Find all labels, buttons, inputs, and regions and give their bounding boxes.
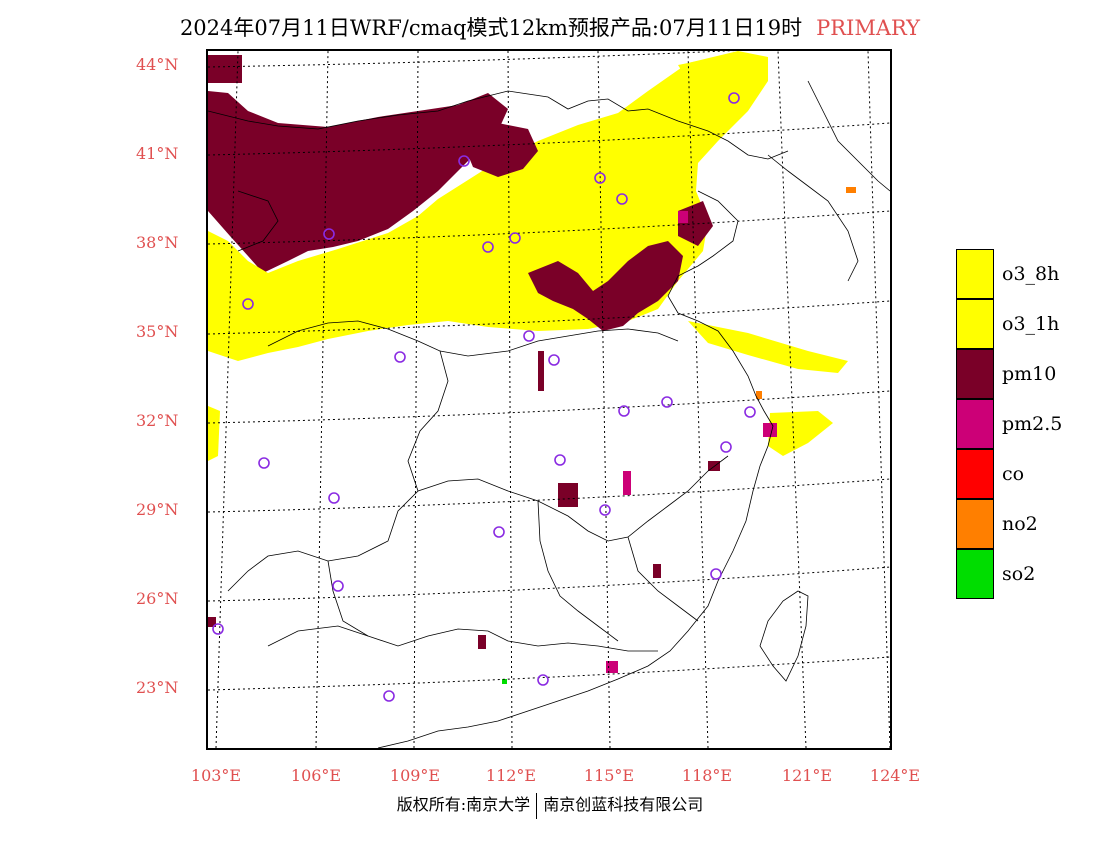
- footer-divider: [536, 792, 538, 819]
- legend-label: pm10: [1002, 363, 1057, 385]
- o3-patch-northeast: [678, 55, 768, 109]
- pm10-patch-nw-corner: [208, 55, 242, 83]
- primary-tag: PRIMARY: [816, 16, 921, 40]
- legend-label: so2: [1002, 563, 1036, 585]
- pm10-spot-4: [478, 635, 486, 649]
- legend-swatch: [956, 449, 994, 499]
- legend-swatch: [956, 399, 994, 449]
- copyright-footer: 版权所有:南京大学 南京创蓝科技有限公司: [0, 791, 1100, 819]
- pm10-cluster-shanxi: [458, 121, 538, 177]
- station-marker: [554, 454, 566, 466]
- station-marker: [661, 396, 673, 408]
- no2-spot-east: [846, 187, 856, 193]
- lon-label-106: 106°E: [290, 766, 342, 785]
- o3-patch-shanghai: [768, 411, 833, 456]
- station-marker: [242, 298, 254, 310]
- pm25-spot-guangdong: [606, 661, 618, 673]
- boundary-lines: [208, 80, 890, 748]
- station-marker: [482, 241, 494, 253]
- lat-label-26: 26°N: [136, 589, 179, 608]
- lat-label-41: 41°N: [136, 144, 179, 163]
- pm10-spot-1: [558, 483, 578, 507]
- o3-patch-southwest: [208, 406, 220, 461]
- legend-swatch: [956, 549, 994, 599]
- copyright-university: 版权所有:南京大学: [396, 795, 531, 814]
- station-marker: [616, 193, 628, 205]
- pm25-spot-shanghai: [763, 423, 777, 437]
- legend-label: pm2.5: [1002, 413, 1063, 435]
- station-marker: [258, 457, 270, 469]
- lon-label-118: 118°E: [681, 766, 733, 785]
- lat-label-29: 29°N: [136, 500, 179, 519]
- lat-label-35: 35°N: [136, 322, 179, 341]
- pm25-spot-north: [678, 211, 688, 223]
- forecast-map[interactable]: [206, 49, 892, 750]
- lon-label-112: 112°E: [485, 766, 537, 785]
- so2-spot-guangdong: [502, 679, 507, 684]
- lat-label-44: 44°N: [136, 55, 179, 74]
- station-marker: [394, 351, 406, 363]
- station-markers: [212, 92, 756, 702]
- station-marker: [744, 406, 756, 418]
- legend-swatch: [956, 299, 994, 349]
- pm10-spot-3: [653, 564, 661, 578]
- station-marker: [618, 405, 630, 417]
- station-marker: [328, 492, 340, 504]
- lon-label-124: 124°E: [869, 766, 921, 785]
- o3-streamer-shandong: [688, 321, 848, 373]
- lat-label-38: 38°N: [136, 233, 179, 252]
- legend-label: no2: [1002, 513, 1038, 535]
- lat-label-23: 23°N: [136, 678, 179, 697]
- station-marker: [728, 92, 740, 104]
- map-canvas: [208, 51, 890, 748]
- lat-label-32: 32°N: [136, 411, 179, 430]
- pm25-spot-jiangxi: [623, 471, 631, 495]
- station-marker: [383, 690, 395, 702]
- pm10-cluster-central: [528, 241, 683, 331]
- station-marker: [594, 172, 606, 184]
- legend-swatch: [956, 349, 994, 399]
- lon-label-109: 109°E: [389, 766, 441, 785]
- graticule-latitudes: [208, 51, 890, 691]
- station-marker: [710, 568, 722, 580]
- no2-spot-shanghai: [756, 391, 762, 399]
- pm10-spot-2: [538, 351, 544, 391]
- station-marker: [332, 580, 344, 592]
- legend-label: co: [1002, 463, 1025, 485]
- station-marker: [458, 155, 470, 167]
- station-marker: [212, 623, 224, 635]
- station-marker: [548, 354, 560, 366]
- map-title: 2024年07月11日WRF/cmaq模式12km预报产品:07月11日19时 P…: [0, 12, 1100, 42]
- pm10-spot-6: [208, 617, 216, 627]
- lon-label-103: 103°E: [190, 766, 242, 785]
- legend-label: o3_1h: [1002, 313, 1060, 335]
- pm10-plume-northwest: [208, 91, 508, 273]
- station-marker: [599, 504, 611, 516]
- copyright-company: 南京创蓝科技有限公司: [543, 795, 704, 814]
- station-marker: [509, 232, 521, 244]
- lon-label-121: 121°E: [781, 766, 833, 785]
- station-marker: [720, 441, 732, 453]
- legend-label: o3_8h: [1002, 263, 1060, 285]
- legend-swatch: [956, 499, 994, 549]
- station-marker: [493, 526, 505, 538]
- station-marker: [323, 228, 335, 240]
- station-marker: [537, 674, 549, 686]
- title-text: 2024年07月11日WRF/cmaq模式12km预报产品:07月11日19时: [179, 16, 803, 40]
- station-marker: [523, 330, 535, 342]
- lon-label-115: 115°E: [583, 766, 635, 785]
- legend-swatch: [956, 249, 994, 299]
